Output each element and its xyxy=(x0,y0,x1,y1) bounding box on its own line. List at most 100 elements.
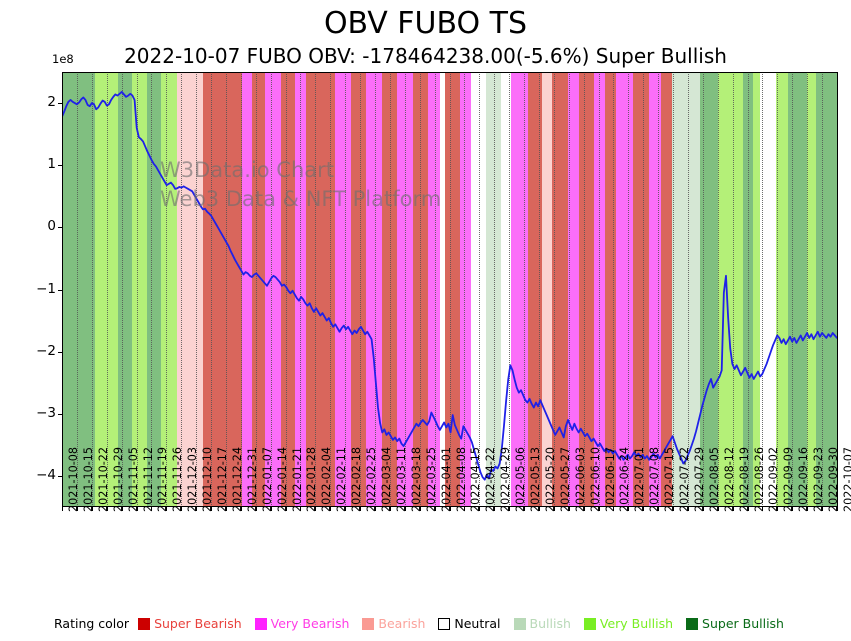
gridline-vertical xyxy=(196,72,198,507)
rating-band xyxy=(161,72,177,507)
x-tick-label: 2022-06-17 xyxy=(603,446,617,512)
legend-swatch xyxy=(254,617,267,630)
x-tick-mark xyxy=(360,507,362,511)
legend: Rating color Super Bearish Very Bearish Be… xyxy=(0,616,851,631)
gridline-vertical xyxy=(419,72,421,507)
gridline-vertical xyxy=(673,72,675,507)
rating-band xyxy=(445,72,461,507)
rating-band xyxy=(335,72,351,507)
gridline-vertical xyxy=(181,72,183,507)
rating-band xyxy=(428,72,440,507)
x-tick-label: 2022-07-01 xyxy=(633,446,647,512)
gridline-vertical xyxy=(509,72,511,507)
x-tick-mark xyxy=(404,507,406,511)
x-tick-label: 2022-09-02 xyxy=(767,446,781,512)
x-tick-label: 2022-05-13 xyxy=(529,446,543,512)
y-tick-mark xyxy=(58,227,62,229)
page-title: OBV FUBO TS xyxy=(323,6,528,41)
gridline-vertical xyxy=(211,72,213,507)
gridline-vertical xyxy=(613,72,615,507)
legend-item[interactable]: Neutral xyxy=(438,616,501,631)
legend-item[interactable]: Super Bearish xyxy=(138,616,242,631)
gridline-vertical xyxy=(300,72,302,507)
rating-band xyxy=(94,72,118,507)
x-tick-mark xyxy=(389,507,391,511)
gridline-vertical xyxy=(807,72,809,507)
gridline-vertical xyxy=(91,72,93,507)
x-tick-label: 2021-10-15 xyxy=(81,446,95,512)
rating-band xyxy=(470,72,486,507)
x-tick-mark xyxy=(702,507,704,511)
rating-band xyxy=(567,72,579,507)
legend-label: Bearish xyxy=(378,616,426,631)
x-tick-label: 2022-04-01 xyxy=(439,446,453,512)
x-tick-mark xyxy=(255,507,257,511)
legend-item[interactable]: Bullish xyxy=(513,616,571,631)
gridline-vertical xyxy=(702,72,704,507)
x-tick-label: 2022-01-21 xyxy=(290,446,304,512)
x-tick-mark xyxy=(479,507,481,511)
legend-item[interactable]: Super Bullish xyxy=(686,616,784,631)
plot-area: W3Data.io Chart Web3 Data & NFT Platform xyxy=(62,72,838,507)
rating-band xyxy=(752,72,761,507)
x-tick-mark xyxy=(643,507,645,511)
x-tick-mark xyxy=(315,507,317,511)
x-tick-mark xyxy=(568,507,570,511)
x-tick-label: 2021-10-08 xyxy=(67,446,80,512)
x-tick-label: 2022-04-08 xyxy=(454,446,468,512)
rating-band xyxy=(806,72,817,507)
legend-item[interactable]: Very Bullish xyxy=(583,616,673,631)
legend-item[interactable]: Very Bearish xyxy=(254,616,350,631)
rating-band-layer xyxy=(62,72,838,507)
y-tick-mark xyxy=(58,413,62,415)
x-tick-mark xyxy=(658,507,660,511)
x-tick-label: 2022-08-12 xyxy=(722,446,736,512)
rating-band xyxy=(661,72,672,507)
gridline-vertical xyxy=(106,72,108,507)
legend-label: Neutral xyxy=(454,616,501,631)
x-tick-mark xyxy=(524,507,526,511)
rating-band xyxy=(552,72,568,507)
x-tick-label: 2022-02-04 xyxy=(320,446,334,512)
x-tick-mark xyxy=(807,507,809,511)
gridline-vertical xyxy=(360,72,362,507)
rating-band xyxy=(381,72,398,507)
x-tick-mark xyxy=(136,507,138,511)
x-tick-mark xyxy=(509,507,511,511)
x-tick-label: 2022-01-28 xyxy=(305,446,319,512)
x-tick-label: 2022-04-22 xyxy=(484,446,498,512)
legend-label: Very Bearish xyxy=(270,616,350,631)
x-tick-label: 2022-01-14 xyxy=(275,446,289,512)
rating-band xyxy=(816,72,838,507)
legend-item[interactable]: Bearish xyxy=(362,616,425,631)
x-tick-mark xyxy=(106,507,108,511)
rating-band xyxy=(718,72,744,507)
x-tick-mark xyxy=(837,507,838,511)
x-tick-label: 2022-04-15 xyxy=(469,446,483,512)
x-tick-label: 2021-10-29 xyxy=(111,446,125,512)
gridline-vertical xyxy=(762,72,764,507)
gridline-vertical xyxy=(553,72,555,507)
gridline-vertical xyxy=(434,72,436,507)
gridline-vertical xyxy=(583,72,585,507)
y-tick-mark xyxy=(58,475,62,477)
x-tick-mark xyxy=(345,507,347,511)
x-tick-mark xyxy=(598,507,600,511)
x-tick-mark xyxy=(196,507,198,511)
gridline-vertical xyxy=(792,72,794,507)
x-tick-mark xyxy=(583,507,585,511)
x-tick-mark xyxy=(419,507,421,511)
x-tick-label: 2022-08-26 xyxy=(752,446,766,512)
x-tick-mark xyxy=(166,507,168,511)
x-tick-mark xyxy=(300,507,302,511)
obv-line-series xyxy=(62,72,838,507)
x-tick-mark xyxy=(732,507,734,511)
x-tick-mark xyxy=(240,507,242,511)
gridline-vertical xyxy=(598,72,600,507)
y-tick-label: −1 xyxy=(36,280,56,297)
legend-swatch xyxy=(138,617,151,630)
x-tick-label: 2021-12-31 xyxy=(245,446,259,512)
legend-label: Bullish xyxy=(529,616,571,631)
rating-band xyxy=(252,72,266,507)
x-tick-mark xyxy=(211,507,213,511)
